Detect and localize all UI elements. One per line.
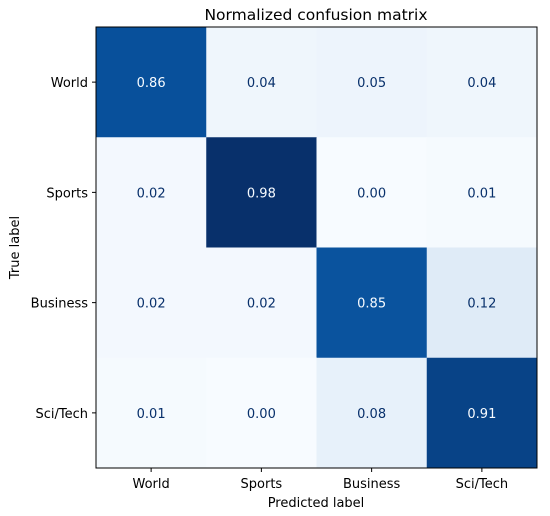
heatmap-cell	[426, 137, 538, 248]
plot-frame	[95, 26, 538, 469]
heatmap-cell	[426, 247, 538, 359]
x-tick-label: Sports	[241, 477, 283, 492]
cell-value-label: 0.86	[137, 76, 166, 91]
chart-title: Normalized confusion matrix	[204, 6, 427, 24]
cell-value-label: 0.04	[467, 76, 496, 91]
cell-value-label: 0.85	[357, 297, 386, 312]
cell-value-label: 0.02	[247, 297, 276, 312]
cell-value-label: 0.02	[137, 297, 166, 312]
cell-value-label: 0.02	[137, 186, 166, 201]
cell-value-label: 0.98	[247, 186, 276, 201]
cell-value-label: 0.01	[467, 186, 496, 201]
heatmap-cell	[316, 247, 428, 359]
heatmap-cell	[96, 27, 207, 138]
x-axis-ticks: World Sports Business Sci/Tech	[132, 468, 508, 492]
cell-value-label: 0.01	[137, 407, 166, 422]
y-tick-label: Sports	[46, 186, 88, 201]
x-tick-label: World	[132, 477, 169, 492]
heatmap-cell	[96, 247, 207, 359]
y-tick-label: Business	[31, 297, 89, 312]
heatmap-cell	[426, 27, 538, 138]
heatmap-cell	[206, 27, 317, 138]
y-tick-label: World	[51, 76, 88, 91]
heatmap-cell	[316, 357, 428, 469]
x-axis-label: Predicted label	[268, 496, 365, 511]
heatmap-cells	[96, 27, 538, 469]
heatmap-cell-labels: 0.86 0.04 0.05 0.04 0.02 0.98 0.00 0.01 0.02 0.02…	[137, 76, 497, 422]
heatmap-cell	[316, 137, 428, 248]
heatmap-cell	[206, 247, 317, 359]
heatmap-cell	[426, 357, 538, 469]
cell-value-label: 0.04	[247, 76, 276, 91]
cell-value-label: 0.91	[467, 407, 496, 422]
cell-value-label: 0.12	[467, 297, 496, 312]
y-tick-label: Sci/Tech	[35, 407, 88, 422]
y-axis-ticks: World Sports Business Sci/Tech	[31, 76, 96, 422]
cell-value-label: 0.08	[357, 407, 386, 422]
x-tick-label: Business	[343, 477, 401, 492]
x-tick-label: Sci/Tech	[456, 477, 509, 492]
cell-value-label: 0.05	[357, 76, 386, 91]
heatmap-cell	[316, 27, 428, 138]
heatmap-cell	[206, 137, 317, 248]
heatmap-cell	[96, 137, 207, 248]
heatmap-cell	[96, 357, 207, 469]
cell-value-label: 0.00	[247, 407, 276, 422]
cell-value-label: 0.00	[357, 186, 386, 201]
y-axis-label: True label	[8, 216, 23, 280]
heatmap-cell	[206, 357, 317, 469]
